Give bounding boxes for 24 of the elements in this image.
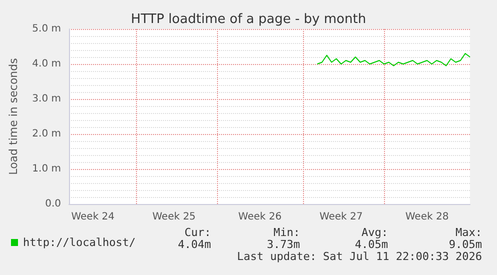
y-tick-label: 1.0 m [32, 164, 61, 174]
y-axis-title: Load time in seconds [7, 58, 20, 175]
y-tick-label: 4.0 m [32, 58, 61, 70]
x-tick-label: Week 27 [319, 212, 363, 222]
x-tick-label: Week 28 [405, 212, 449, 222]
text: 4.05m [354, 238, 388, 251]
legend-label: http://localhost/ [23, 236, 136, 249]
text: Min: [274, 226, 300, 239]
text: Max: [456, 226, 482, 239]
y-tick-label: 3.0 m [32, 94, 61, 104]
text: 4.04m [178, 238, 212, 251]
text: Last update: Sat Jul 11 22:00:33 2026 [236, 250, 482, 263]
y-tick-label: 0.0 [45, 198, 61, 210]
x-tick-label: Week 24 [71, 212, 115, 222]
text: 9.05m [448, 238, 482, 251]
chart-title: HTTP loadtime of a page - by month [130, 12, 366, 27]
y-tick-label: 2.0 m [32, 128, 61, 140]
y-tick-label: 5.0 m [32, 24, 61, 34]
text: Cur: [184, 226, 212, 239]
text: 3.73m [266, 238, 300, 251]
line-series [316, 53, 470, 66]
x-tick-label: Week 26 [238, 212, 282, 222]
x-tick-label: Week 25 [152, 212, 196, 222]
text: Avg: [362, 226, 388, 239]
